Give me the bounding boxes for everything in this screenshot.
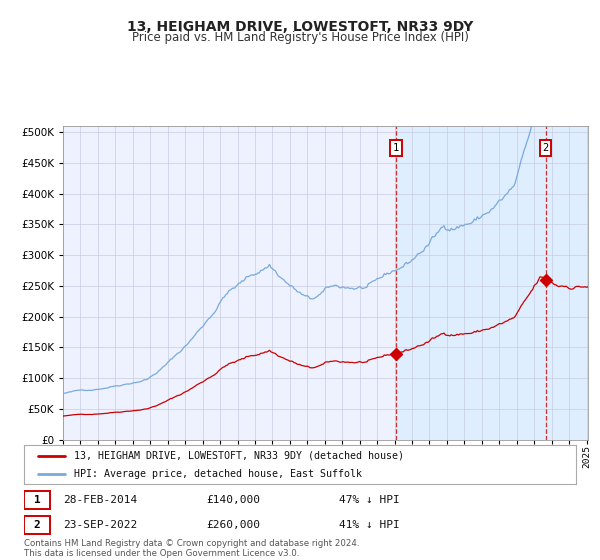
Text: 47% ↓ HPI: 47% ↓ HPI: [338, 495, 400, 505]
Text: 41% ↓ HPI: 41% ↓ HPI: [338, 520, 400, 530]
Text: HPI: Average price, detached house, East Suffolk: HPI: Average price, detached house, East…: [74, 469, 362, 479]
Text: £260,000: £260,000: [206, 520, 260, 530]
Text: 13, HEIGHAM DRIVE, LOWESTOFT, NR33 9DY: 13, HEIGHAM DRIVE, LOWESTOFT, NR33 9DY: [127, 20, 473, 34]
Bar: [24, 516, 50, 534]
Text: 28-FEB-2014: 28-FEB-2014: [62, 495, 137, 505]
Text: £140,000: £140,000: [206, 495, 260, 505]
Text: 13, HEIGHAM DRIVE, LOWESTOFT, NR33 9DY (detached house): 13, HEIGHAM DRIVE, LOWESTOFT, NR33 9DY (…: [74, 451, 404, 461]
Bar: [396, 126, 588, 440]
Bar: [24, 491, 50, 508]
Text: 2: 2: [542, 143, 549, 153]
Text: 23-SEP-2022: 23-SEP-2022: [62, 520, 137, 530]
Text: 2: 2: [34, 520, 41, 530]
Text: 1: 1: [34, 495, 41, 505]
Text: Contains HM Land Registry data © Crown copyright and database right 2024.
This d: Contains HM Land Registry data © Crown c…: [24, 539, 359, 558]
Text: Price paid vs. HM Land Registry's House Price Index (HPI): Price paid vs. HM Land Registry's House …: [131, 31, 469, 44]
Text: 1: 1: [393, 143, 399, 153]
